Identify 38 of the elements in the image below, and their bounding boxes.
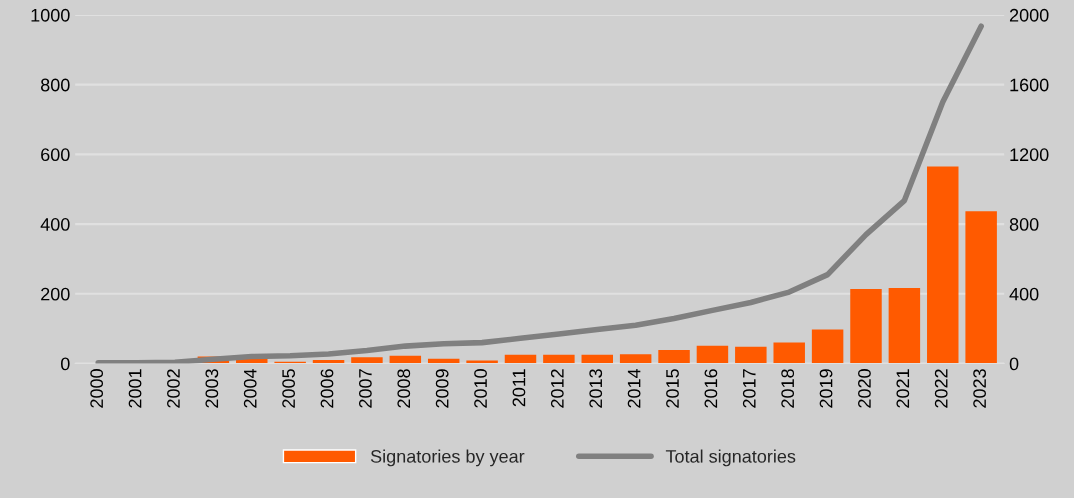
x-tick-label: 2020 bbox=[858, 369, 871, 408]
y2-tick-label: 1200 bbox=[1010, 148, 1049, 162]
x-tick-label: 2007 bbox=[359, 369, 372, 408]
x-tick-label: 2013 bbox=[589, 369, 603, 408]
y-tick-label: 0 bbox=[60, 357, 70, 371]
y2-tick-label: 800 bbox=[1009, 218, 1039, 231]
x-tick-label: 2017 bbox=[742, 369, 756, 408]
x-tick-label: 2003 bbox=[205, 369, 219, 408]
y-tick-label: 400 bbox=[40, 218, 70, 231]
legend-label: Total signatories bbox=[665, 449, 796, 467]
x-tick-label: 2012 bbox=[550, 369, 564, 408]
x-tick-label: 2005 bbox=[282, 369, 295, 408]
x-tick-label: 2021 bbox=[896, 369, 910, 408]
x-tick-label: 2008 bbox=[397, 369, 411, 408]
y-tick-label: 800 bbox=[40, 78, 70, 92]
y-tick-label: 1000 bbox=[31, 8, 70, 22]
y2-tick-label: 1600 bbox=[1010, 78, 1049, 92]
y-tick-label: 600 bbox=[41, 148, 70, 162]
x-tick-label: 2010 bbox=[474, 369, 487, 408]
x-tick-label: 2023 bbox=[973, 369, 986, 408]
x-tick-label: 2019 bbox=[819, 369, 833, 408]
legend-label: Signatories by year bbox=[370, 449, 525, 467]
x-tick-label: 2001 bbox=[128, 369, 142, 408]
x-tick-label: 2004 bbox=[243, 368, 257, 408]
x-tick-label: 2018 bbox=[781, 369, 795, 408]
x-tick-label: 2006 bbox=[320, 369, 334, 408]
x-tick-label: 2000 bbox=[90, 369, 104, 408]
x-tick-label: 2009 bbox=[435, 369, 449, 408]
x-tick-label: 2022 bbox=[934, 369, 948, 408]
y2-tick-label: 2000 bbox=[1009, 8, 1049, 22]
x-tick-label: 2002 bbox=[167, 369, 180, 408]
x-tick-label: 2011 bbox=[512, 369, 526, 407]
x-tick-label: 2014 bbox=[627, 368, 641, 408]
y-tick-label: 200 bbox=[41, 287, 70, 301]
y2-tick-label: 400 bbox=[1009, 287, 1039, 301]
y2-tick-label: 0 bbox=[1009, 357, 1019, 371]
x-tick-label: 2015 bbox=[666, 369, 679, 408]
x-tick-label: 2016 bbox=[704, 369, 718, 408]
